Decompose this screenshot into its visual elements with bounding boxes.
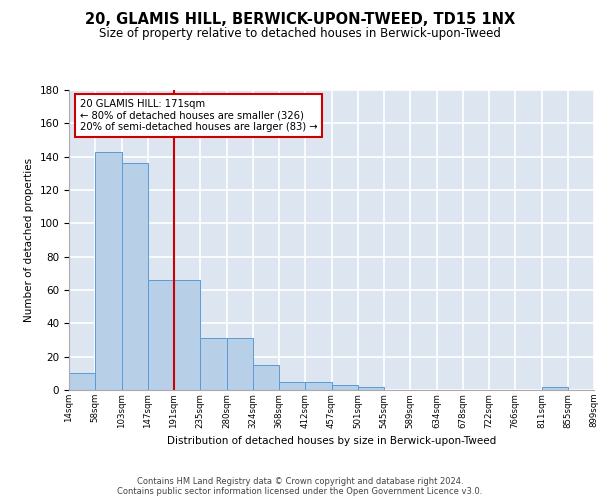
- Bar: [305, 382, 331, 390]
- Bar: [227, 338, 253, 390]
- Bar: [95, 152, 121, 390]
- Bar: [200, 338, 227, 390]
- Bar: [174, 280, 200, 390]
- X-axis label: Distribution of detached houses by size in Berwick-upon-Tweed: Distribution of detached houses by size …: [167, 436, 496, 446]
- Bar: [69, 374, 95, 390]
- Text: Size of property relative to detached houses in Berwick-upon-Tweed: Size of property relative to detached ho…: [99, 28, 501, 40]
- Text: 20, GLAMIS HILL, BERWICK-UPON-TWEED, TD15 1NX: 20, GLAMIS HILL, BERWICK-UPON-TWEED, TD1…: [85, 12, 515, 28]
- Bar: [121, 164, 148, 390]
- Text: 20 GLAMIS HILL: 171sqm
← 80% of detached houses are smaller (326)
20% of semi-de: 20 GLAMIS HILL: 171sqm ← 80% of detached…: [79, 99, 317, 132]
- Y-axis label: Number of detached properties: Number of detached properties: [24, 158, 34, 322]
- Bar: [331, 385, 358, 390]
- Bar: [542, 386, 568, 390]
- Bar: [279, 382, 305, 390]
- Text: Contains HM Land Registry data © Crown copyright and database right 2024.
Contai: Contains HM Land Registry data © Crown c…: [118, 476, 482, 496]
- Bar: [148, 280, 174, 390]
- Bar: [358, 386, 384, 390]
- Bar: [253, 365, 279, 390]
